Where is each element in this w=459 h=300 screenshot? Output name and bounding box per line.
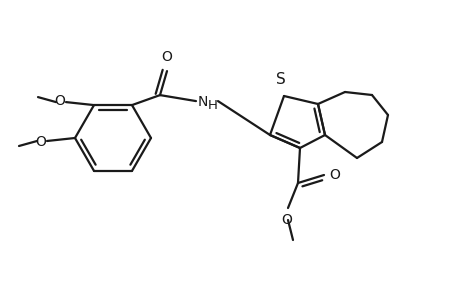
Text: S: S <box>275 72 285 87</box>
Text: O: O <box>328 168 339 182</box>
Text: O: O <box>35 135 46 149</box>
Text: N: N <box>197 95 208 109</box>
Text: O: O <box>54 94 65 108</box>
Text: O: O <box>161 50 172 64</box>
Text: O: O <box>281 213 292 227</box>
Text: H: H <box>207 99 218 112</box>
